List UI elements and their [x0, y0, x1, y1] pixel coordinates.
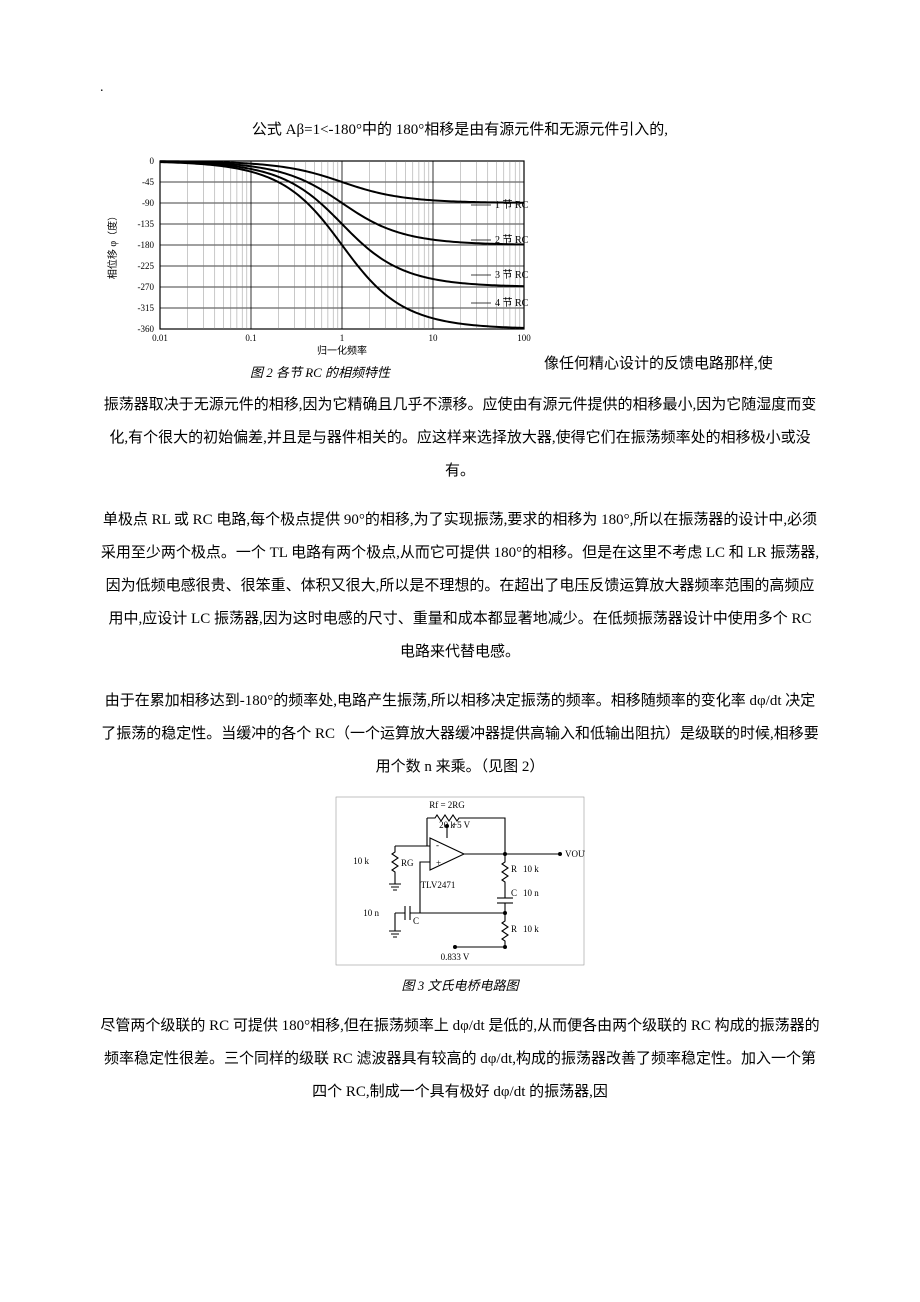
svg-text:10 k: 10 k [523, 924, 539, 934]
flow-text-b: 振荡器取决于无源元件的相移,因为它精确且几乎不漂移。应使由有源元件提供的相移最小… [100, 389, 820, 488]
svg-text:2 节 RC: 2 节 RC [495, 234, 529, 246]
svg-text:-180: -180 [138, 240, 155, 250]
svg-text:0.833 V: 0.833 V [441, 952, 470, 962]
intro-line: 公式 Aβ=1<-180°中的 180°相移是由有源元件和无源元件引入的, [100, 114, 820, 147]
svg-text:R: R [511, 864, 517, 874]
circuit-caption: 图 3 文氏电桥电路图 [100, 975, 820, 994]
svg-text:RG: RG [401, 858, 414, 868]
svg-text:0: 0 [150, 156, 155, 166]
svg-text:10 k: 10 k [523, 864, 539, 874]
svg-text:相位移 φ（度）: 相位移 φ（度） [106, 211, 119, 279]
phase-chart-svg: 0-45-90-135-180-225-270-315-3600.010.111… [100, 155, 540, 360]
svg-text:R: R [511, 924, 517, 934]
svg-text:0.01: 0.01 [152, 333, 168, 343]
svg-text:C: C [413, 916, 419, 926]
svg-text:10 n: 10 n [363, 908, 379, 918]
svg-text:10 n: 10 n [523, 888, 539, 898]
svg-text:TLV2471: TLV2471 [421, 880, 456, 890]
svg-text:-: - [436, 840, 439, 850]
chart-caption: 图 2 各节 RC 的相频特性 [100, 362, 540, 381]
svg-text:-270: -270 [138, 282, 155, 292]
svg-text:VOUT: VOUT [565, 849, 585, 859]
svg-text:4 节 RC: 4 节 RC [495, 297, 529, 309]
flow-text-a: 像任何精心设计的反馈电路那样,使 [544, 356, 773, 372]
svg-text:-225: -225 [138, 261, 155, 271]
svg-text:-135: -135 [138, 219, 155, 229]
svg-text:1 节 RC: 1 节 RC [495, 199, 529, 211]
svg-text:Rf = 2RG: Rf = 2RG [429, 800, 465, 810]
para-3: 由于在累加相移达到-180°的频率处,电路产生振荡,所以相移决定振荡的频率。相移… [100, 685, 820, 784]
svg-text:0.1: 0.1 [245, 333, 256, 343]
svg-text:-45: -45 [142, 177, 154, 187]
chart-and-text-block: 0-45-90-135-180-225-270-315-3600.010.111… [100, 155, 820, 381]
svg-text:C: C [511, 888, 517, 898]
svg-text:+: + [436, 858, 441, 868]
leading-dot: . [100, 80, 820, 96]
svg-text:10 k: 10 k [353, 856, 369, 866]
svg-text:-315: -315 [138, 303, 155, 313]
svg-text:+5 V: +5 V [452, 820, 471, 830]
para-4: 尽管两个级联的 RC 可提供 180°相移,但在振荡频率上 dφ/dt 是低的,… [100, 1010, 820, 1109]
svg-text:归一化频率: 归一化频率 [317, 344, 367, 357]
phase-chart: 0-45-90-135-180-225-270-315-3600.010.111… [100, 155, 540, 381]
svg-text:100: 100 [517, 333, 531, 343]
svg-text:-90: -90 [142, 198, 154, 208]
para-2: 单极点 RL 或 RC 电路,每个极点提供 90°的相移,为了实现振荡,要求的相… [100, 504, 820, 669]
circuit-diagram: Rf = 2RG20 k-+TLV2471+5 V10 kRGVOUTR10 k… [100, 796, 820, 994]
svg-text:3 节 RC: 3 节 RC [495, 269, 529, 281]
svg-text:10: 10 [429, 333, 439, 343]
circuit-svg: Rf = 2RG20 k-+TLV2471+5 V10 kRGVOUTR10 k… [335, 796, 585, 966]
svg-text:1: 1 [340, 333, 345, 343]
